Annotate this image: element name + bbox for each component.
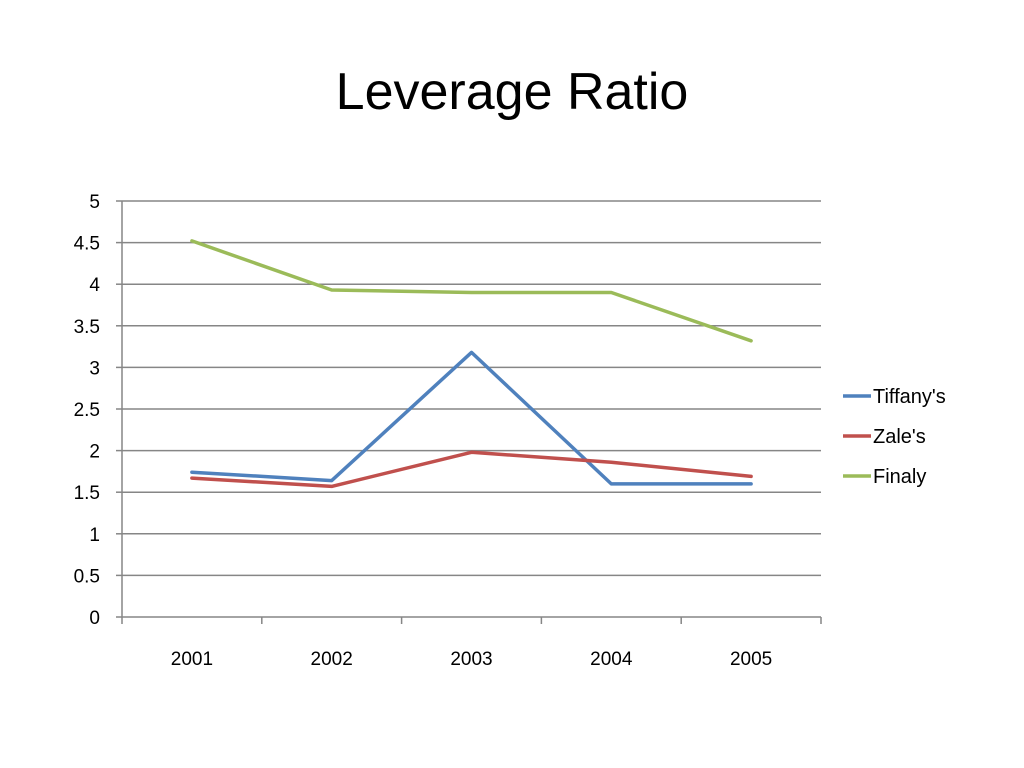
x-tick-label: 2005 — [730, 649, 772, 670]
y-tick-label: 4.5 — [74, 234, 100, 255]
legend-label: Finaly — [873, 466, 926, 488]
y-tick-label: 0 — [89, 608, 100, 629]
series-line — [190, 350, 753, 486]
legend: Tiffany's Zale's Finaly — [843, 386, 946, 488]
y-tick-label: 4 — [89, 275, 100, 296]
y-tick-label: 2 — [89, 442, 100, 463]
grid-lines — [122, 200, 821, 577]
axes: 0 0.5 1 1.5 2 2.5 3 3.5 4 4.5 5 2001 2002 2003 2004 200… — [74, 192, 822, 670]
x-tick-label: 2002 — [311, 649, 353, 670]
y-tick-label: 5 — [89, 192, 100, 213]
y-tick-label: 1.5 — [74, 483, 100, 504]
series-line — [190, 239, 753, 343]
y-tick-label: 3 — [89, 358, 100, 379]
y-tick-label: 3.5 — [74, 317, 100, 338]
y-tick-label: 1 — [89, 525, 100, 546]
x-tick-label: 2003 — [450, 649, 492, 670]
legend-label: Zale's — [873, 426, 926, 448]
chart-title: Leverage Ratio — [335, 63, 689, 121]
legend-label: Tiffany's — [873, 386, 946, 408]
series-lines — [190, 239, 753, 489]
series-line — [190, 450, 753, 489]
y-tick-label: 0.5 — [74, 566, 100, 587]
x-tick-label: 2004 — [590, 649, 633, 670]
x-tick-label: 2001 — [171, 649, 213, 670]
y-tick-label: 2.5 — [74, 400, 100, 421]
